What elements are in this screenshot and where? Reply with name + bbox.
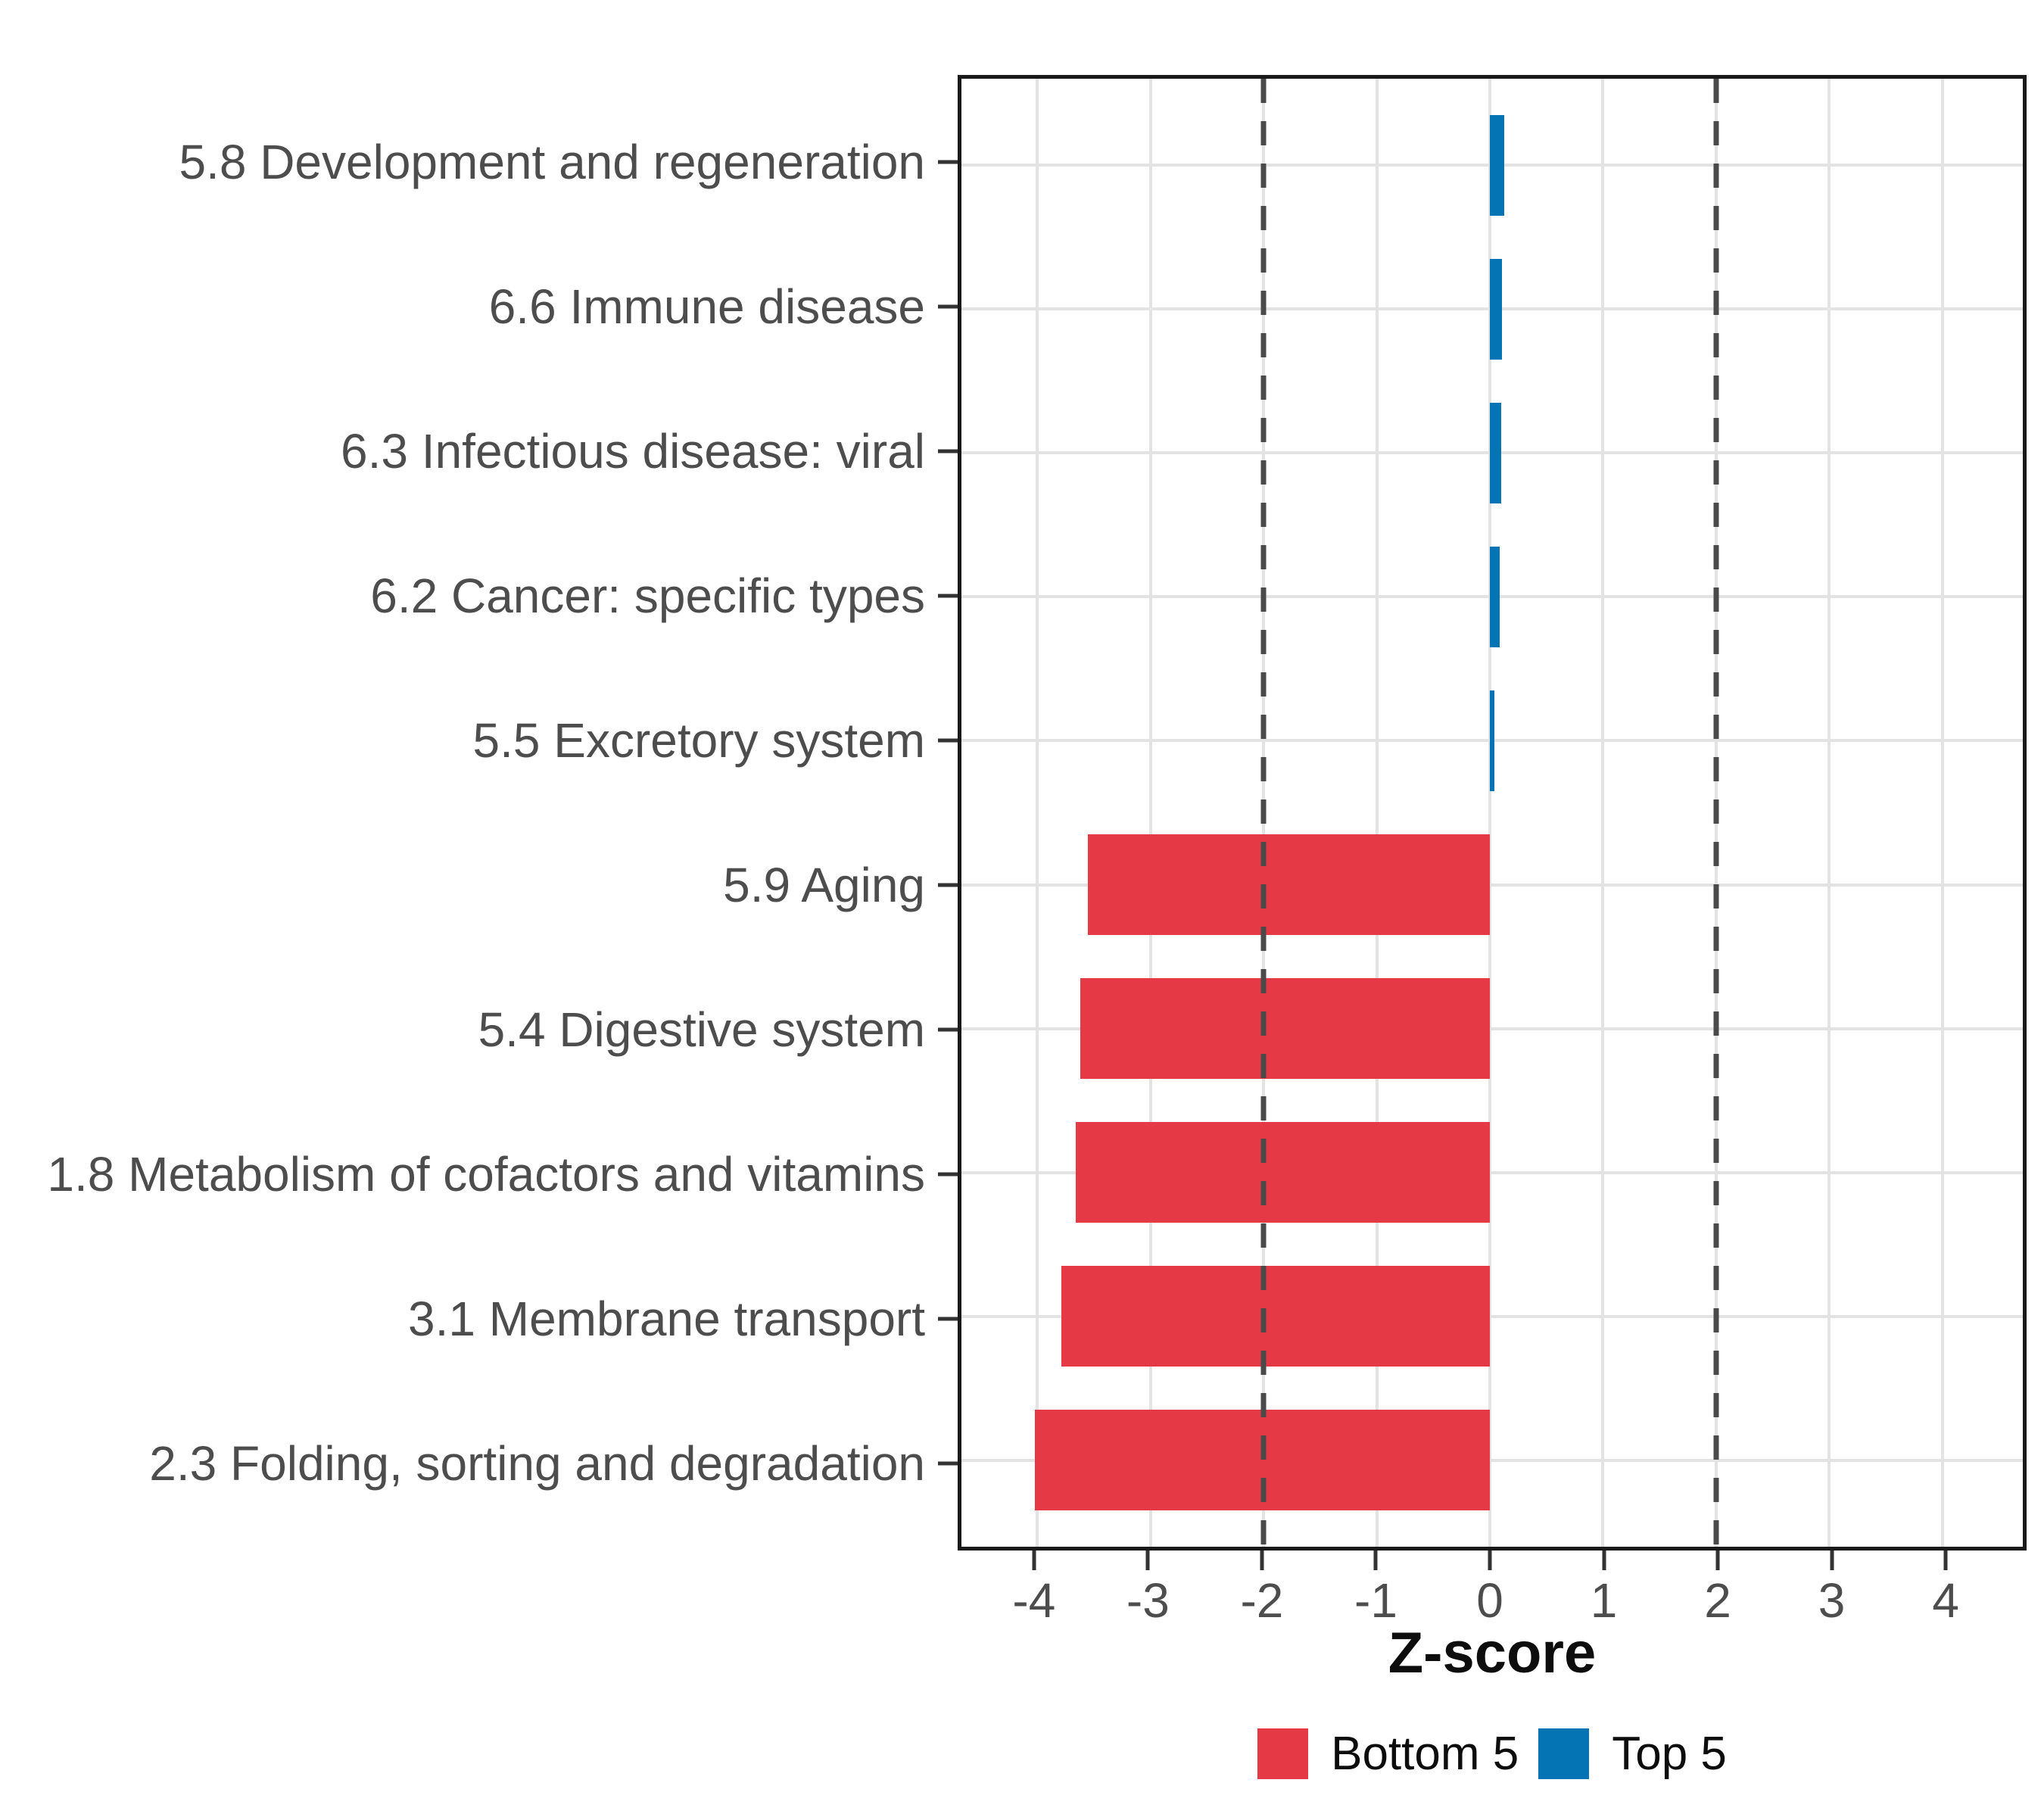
x-tick-label: 3 xyxy=(1818,1573,1846,1628)
x-tick xyxy=(1943,1551,1948,1570)
x-tick xyxy=(1715,1551,1720,1570)
x-tick xyxy=(1830,1551,1834,1570)
y-tick-label: 5.8 Development and regeneration xyxy=(179,134,925,189)
bar-5-8-development-and-regeneration xyxy=(1490,114,1505,216)
bar-5-9-aging xyxy=(1088,834,1490,936)
y-tick-label: 6.3 Infectious disease: viral xyxy=(341,423,925,478)
x-tick xyxy=(1602,1551,1606,1570)
plot-area xyxy=(961,79,2023,1547)
y-tick xyxy=(938,594,958,598)
x-gridline xyxy=(1940,79,1944,1547)
y-tick-label: 5.4 Digestive system xyxy=(478,1002,925,1058)
y-tick xyxy=(938,1317,958,1321)
x-gridline xyxy=(1375,79,1379,1547)
y-gridline xyxy=(961,883,2023,887)
x-gridline xyxy=(1148,79,1152,1547)
x-tick-label: -3 xyxy=(1126,1573,1170,1628)
y-tick xyxy=(938,883,958,887)
x-tick-label: -4 xyxy=(1012,1573,1056,1628)
x-tick xyxy=(1488,1551,1492,1570)
legend-item-bottom5: Bottom 5 xyxy=(1257,1728,1519,1779)
y-gridline xyxy=(961,1314,2023,1318)
plot-panel xyxy=(958,75,2027,1551)
y-gridline xyxy=(961,1027,2023,1030)
y-tick xyxy=(938,1027,958,1032)
reference-line xyxy=(1713,79,1719,1547)
x-tick-label: 0 xyxy=(1476,1573,1503,1628)
y-tick xyxy=(938,449,958,453)
x-tick xyxy=(1373,1551,1378,1570)
x-axis-title: Z-score xyxy=(1388,1621,1597,1685)
y-tick xyxy=(938,304,958,309)
y-tick-label: 2.3 Folding, sorting and degradation xyxy=(149,1436,925,1491)
reference-line xyxy=(1260,79,1267,1547)
y-gridline xyxy=(961,1458,2023,1462)
x-tick xyxy=(1145,1551,1150,1570)
x-tick-label: 1 xyxy=(1590,1573,1618,1628)
y-tick-label: 5.9 Aging xyxy=(723,858,925,913)
x-tick xyxy=(1260,1551,1264,1570)
y-tick-label: 6.2 Cancer: specific types xyxy=(370,568,925,623)
bar-5-4-digestive-system xyxy=(1080,978,1490,1080)
y-gridline xyxy=(961,1170,2023,1174)
legend-swatch-bottom5 xyxy=(1257,1728,1309,1779)
bar-1-8-metabolism-of-cofactors-and-vitamins xyxy=(1075,1122,1490,1223)
y-tick xyxy=(938,1172,958,1177)
bar-3-1-membrane-transport xyxy=(1061,1266,1490,1367)
legend: Bottom 5 Top 5 xyxy=(958,1728,2027,1779)
bar-6-2-cancer-specific-types xyxy=(1490,546,1500,647)
y-tick-label: 3.1 Membrane transport xyxy=(408,1292,925,1347)
x-gridline xyxy=(1601,79,1605,1547)
legend-label-top5: Top 5 xyxy=(1612,1728,1727,1780)
y-tick xyxy=(938,160,958,164)
bar-6-3-infectious-disease-viral xyxy=(1490,402,1501,503)
legend-label-bottom5: Bottom 5 xyxy=(1331,1728,1519,1780)
bar-6-6-immune-disease xyxy=(1490,258,1503,360)
x-tick-label: -2 xyxy=(1240,1573,1284,1628)
x-tick xyxy=(1032,1551,1036,1570)
y-tick-label: 6.6 Immune disease xyxy=(488,279,925,334)
x-gridline xyxy=(1036,79,1039,1547)
y-tick xyxy=(938,1461,958,1466)
x-tick-label: -1 xyxy=(1354,1573,1397,1628)
x-tick-label: 2 xyxy=(1704,1573,1731,1628)
y-tick-label: 5.5 Excretory system xyxy=(472,712,926,768)
x-tick-label: 4 xyxy=(1932,1573,1959,1628)
x-gridline xyxy=(1827,79,1831,1547)
legend-item-top5: Top 5 xyxy=(1538,1728,1727,1779)
y-tick-label: 1.8 Metabolism of cofactors and vitamins xyxy=(47,1147,925,1202)
y-tick xyxy=(938,738,958,743)
legend-swatch-top5 xyxy=(1538,1728,1590,1779)
bar-5-5-excretory-system xyxy=(1490,690,1494,791)
x-gridline xyxy=(1488,79,1491,1547)
